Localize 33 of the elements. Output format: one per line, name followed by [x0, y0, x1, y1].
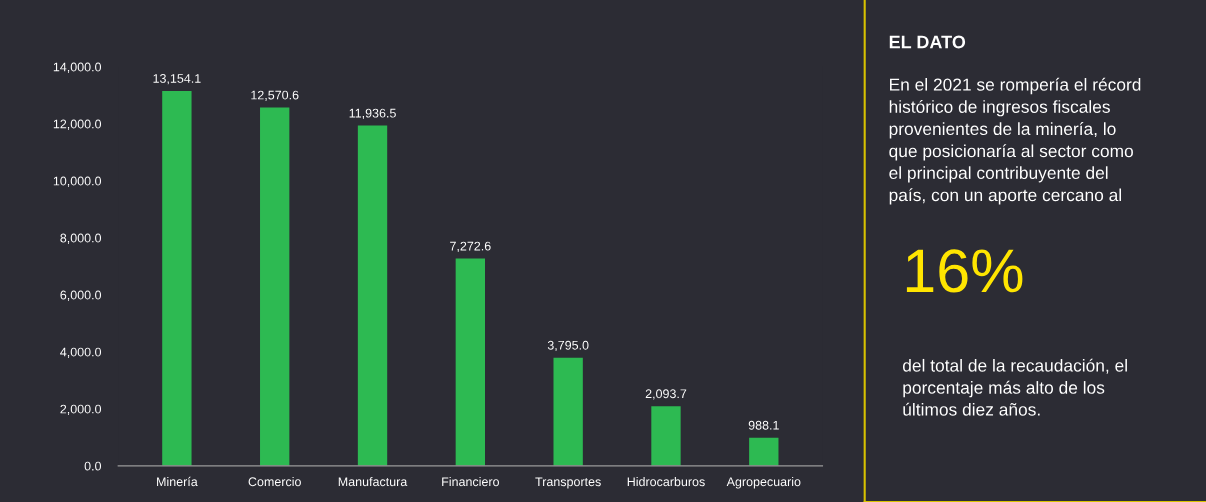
y-tick-label: 8,000.0: [60, 233, 102, 244]
bar: [162, 90, 192, 466]
data-label: 3,795.0: [547, 340, 589, 352]
data-label: 13,154.1: [153, 74, 201, 85]
bar: [357, 125, 388, 466]
y-tick-label: 14,000.0: [53, 62, 102, 73]
x-tick-label: Minería: [157, 476, 198, 487]
bar: [749, 437, 779, 466]
bar: [553, 357, 583, 466]
bar: [260, 107, 290, 466]
text: EL DATO: [889, 35, 966, 49]
y-tick-label: 10,000.0: [53, 176, 102, 187]
text: 16%: [906, 249, 1023, 293]
x-tick-label: Hidrocarburos: [627, 476, 705, 487]
bar: [455, 258, 486, 466]
y-tick-label: 12,000.0: [53, 119, 102, 130]
text: En el 2021 se rompería el récord histórico de ingresos fiscales provenientes de la minería, lo que posicionaría al sector como el principal contribuyente del país, con un aporte cercano al: [889, 77, 1141, 205]
x-tick-label: Manufactura: [338, 476, 408, 487]
data-label: 7,272.6: [450, 241, 491, 252]
y-tick-label: 0.0: [84, 461, 102, 471]
data-label: 988.1: [748, 420, 779, 430]
data-label: 12,570.6: [251, 90, 299, 101]
y-tick-label: 6,000.0: [60, 290, 102, 301]
data-label: 2,093.7: [645, 389, 687, 400]
y-tick-label: 4,000.0: [60, 347, 102, 358]
x-tick-label: Transportes: [535, 477, 601, 489]
data-label: 11,936.5: [349, 108, 396, 120]
x-tick-label: Agropecuario: [726, 476, 801, 489]
y-tick-label: 2,000.0: [60, 404, 102, 415]
x-tick-label: Comercio: [248, 476, 301, 487]
bar: [651, 406, 681, 466]
x-tick-label: Financiero: [442, 476, 499, 487]
text: del total de la recaudación, el porcentaje más alto de los últimos diez años.: [902, 358, 1127, 416]
